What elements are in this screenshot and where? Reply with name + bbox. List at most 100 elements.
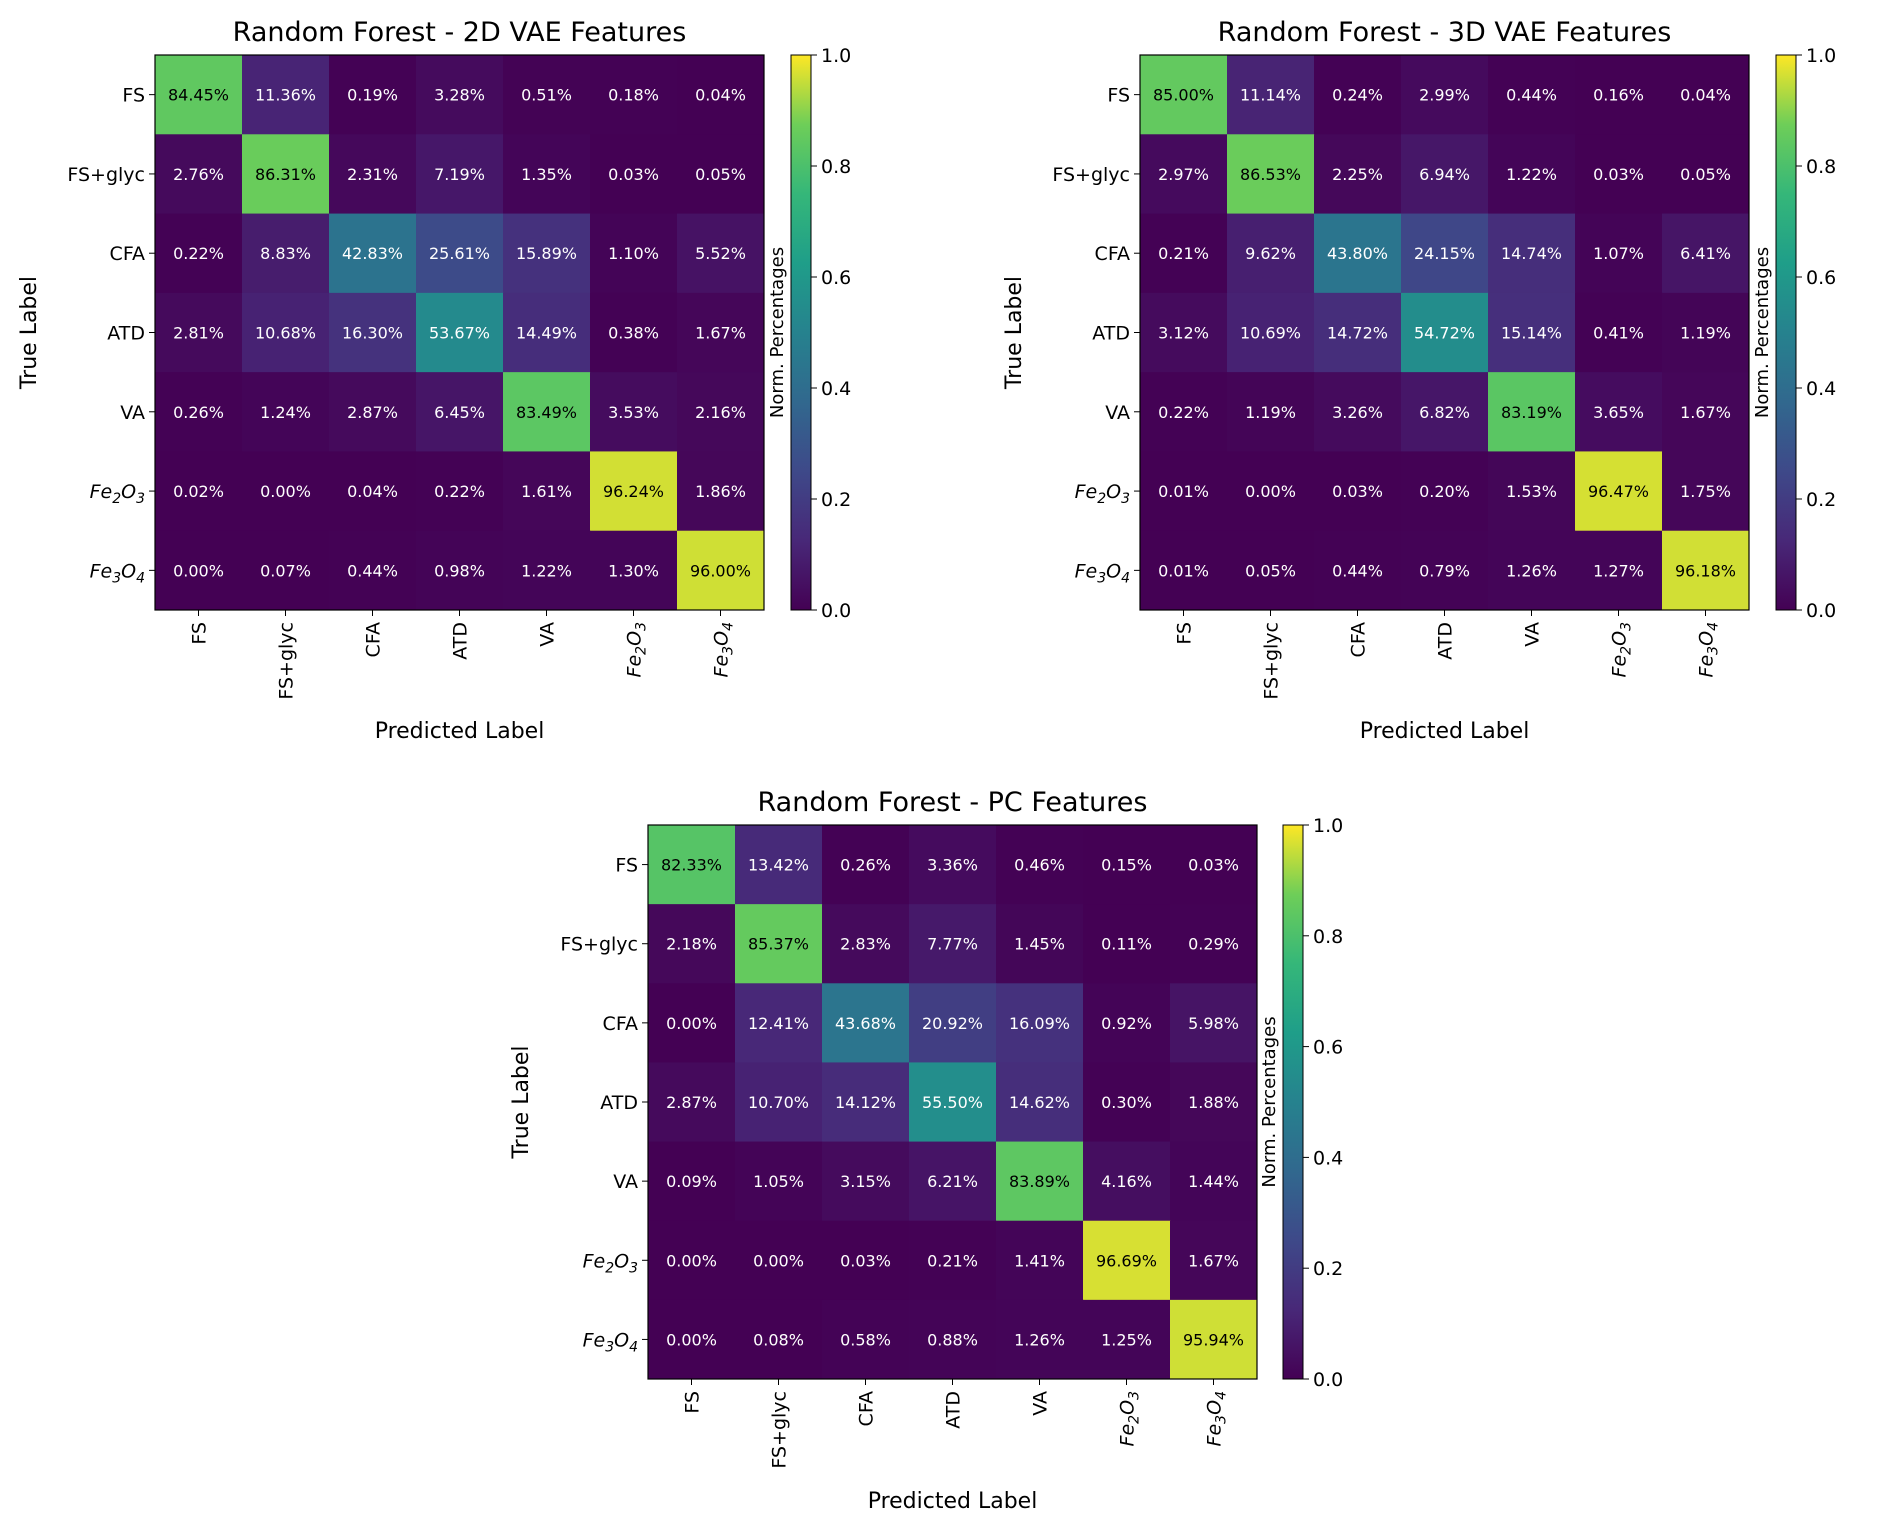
x-tick-label: FS [1174, 622, 1196, 645]
heatmap-cell [909, 904, 997, 984]
heatmap-cell [242, 292, 330, 373]
heatmap-cell [329, 55, 417, 135]
heatmap-cell [1662, 55, 1750, 135]
heatmap-cell [1401, 292, 1489, 373]
heatmap-cell [996, 1062, 1084, 1143]
cell-value-label: 0.51% [521, 86, 572, 105]
heatmap-cell [1314, 134, 1402, 215]
heatmap-cell [822, 1062, 910, 1143]
cell-value-label: 0.03% [1332, 482, 1383, 501]
heatmap-cell [1575, 213, 1663, 294]
x-tick-label: CFA [856, 1391, 878, 1426]
heatmap-cell [155, 213, 243, 294]
cell-value-label: 0.01% [1158, 561, 1209, 580]
heatmap-cell [1170, 904, 1258, 984]
y-tick-label: Fe3​O4​ [90, 560, 145, 586]
x-tick-label: ATD [450, 622, 472, 660]
cell-value-label: 0.03% [608, 165, 659, 184]
cell-value-label: 95.94% [1183, 1330, 1244, 1349]
y-tick-label: FS [122, 85, 145, 107]
x-tick-label: Fe2​O3​ [1117, 1391, 1143, 1446]
cell-value-label: 2.31% [347, 165, 398, 184]
heatmap-cell [503, 372, 591, 452]
x-tick-label: VA [1522, 622, 1544, 647]
y-axis-label: True Label [1002, 276, 1027, 390]
cell-value-label: 9.62% [1245, 244, 1296, 263]
colorbar-tick-label: 0.8 [1313, 926, 1343, 948]
cell-value-label: 53.67% [429, 324, 490, 343]
cell-value-label: 0.44% [1332, 561, 1383, 580]
cell-value-label: 1.41% [1014, 1251, 1065, 1270]
heatmap-cell [329, 292, 417, 373]
cell-value-label: 16.30% [342, 324, 403, 343]
cell-value-label: 11.36% [255, 86, 316, 105]
colorbar-tick-label: 0.6 [1313, 1037, 1343, 1059]
colorbar-tick-label: 1.0 [1806, 45, 1836, 67]
heatmap-cell [1227, 530, 1315, 611]
heatmap-cell [1083, 1299, 1171, 1380]
cell-value-label: 10.69% [1240, 324, 1301, 343]
cell-value-label: 14.72% [1327, 324, 1388, 343]
cell-value-label: 0.00% [666, 1014, 717, 1033]
heatmap-cell [416, 530, 504, 611]
cell-value-label: 7.19% [434, 165, 485, 184]
heatmap-cell [1083, 1141, 1171, 1222]
cell-value-label: 0.03% [840, 1251, 891, 1270]
cell-value-label: 0.05% [1680, 165, 1731, 184]
cell-value-label: 1.22% [1506, 165, 1557, 184]
cell-value-label: 86.53% [1240, 165, 1301, 184]
heatmap-cell [1314, 530, 1402, 611]
cell-value-label: 0.00% [260, 482, 311, 501]
chart-title: Random Forest - 2D VAE Features [233, 17, 687, 48]
x-tick-label: Fe3​O4​ [1204, 1391, 1230, 1446]
cell-value-label: 0.79% [1419, 561, 1470, 580]
cell-value-label: 0.21% [927, 1251, 978, 1270]
cell-value-label: 1.10% [608, 244, 659, 263]
heatmap-cell [1083, 1062, 1171, 1143]
heatmap-cell [416, 372, 504, 452]
cell-value-label: 0.98% [434, 561, 485, 580]
heatmap-cell [329, 530, 417, 611]
y-tick-label: Fe3​O4​ [583, 1329, 638, 1355]
cell-value-label: 14.12% [835, 1093, 896, 1112]
heatmap-cell [155, 530, 243, 611]
x-tick-label: ATD [943, 1391, 965, 1429]
heatmap-cell [822, 825, 910, 905]
heatmap-cell [735, 904, 823, 984]
y-tick-label: VA [120, 402, 145, 424]
colorbar [1775, 54, 1797, 611]
heatmap-cell [416, 213, 504, 294]
heatmap-cell [1140, 372, 1228, 452]
heatmap-cell [909, 825, 997, 905]
colorbar-tick-label: 0.6 [1806, 267, 1836, 289]
heatmap-cell [735, 825, 823, 905]
heatmap-cell [1227, 134, 1315, 215]
y-tick-label: FS+glyc [1052, 164, 1130, 186]
heatmap-cell [1170, 1062, 1258, 1143]
colorbar [790, 54, 812, 611]
cell-value-label: 0.58% [840, 1330, 891, 1349]
x-axis-label: Predicted Label [1360, 719, 1530, 744]
cell-value-label: 96.24% [603, 482, 664, 501]
heatmap-cell [909, 983, 997, 1063]
cell-value-label: 0.00% [1245, 482, 1296, 501]
heatmap-cell [1662, 451, 1750, 532]
heatmap-cell [1227, 55, 1315, 135]
cell-value-label: 16.09% [1009, 1014, 1070, 1033]
cell-value-label: 0.05% [695, 165, 746, 184]
heatmap-cell [416, 451, 504, 532]
cell-value-label: 0.21% [1158, 244, 1209, 263]
cell-value-label: 2.87% [666, 1093, 717, 1112]
heatmap-cell [648, 1062, 736, 1143]
cell-value-label: 6.82% [1419, 403, 1470, 422]
cell-value-label: 3.26% [1332, 403, 1383, 422]
cell-value-label: 6.94% [1419, 165, 1470, 184]
heatmap-cell [1227, 451, 1315, 532]
heatmap-cell [1314, 372, 1402, 452]
cell-value-label: 0.22% [173, 244, 224, 263]
cell-value-label: 1.67% [1680, 403, 1731, 422]
cell-value-label: 1.22% [521, 561, 572, 580]
y-tick-label: ATD [600, 1092, 638, 1114]
cell-value-label: 0.22% [1158, 403, 1209, 422]
x-tick-label: FS+glyc [276, 622, 298, 700]
